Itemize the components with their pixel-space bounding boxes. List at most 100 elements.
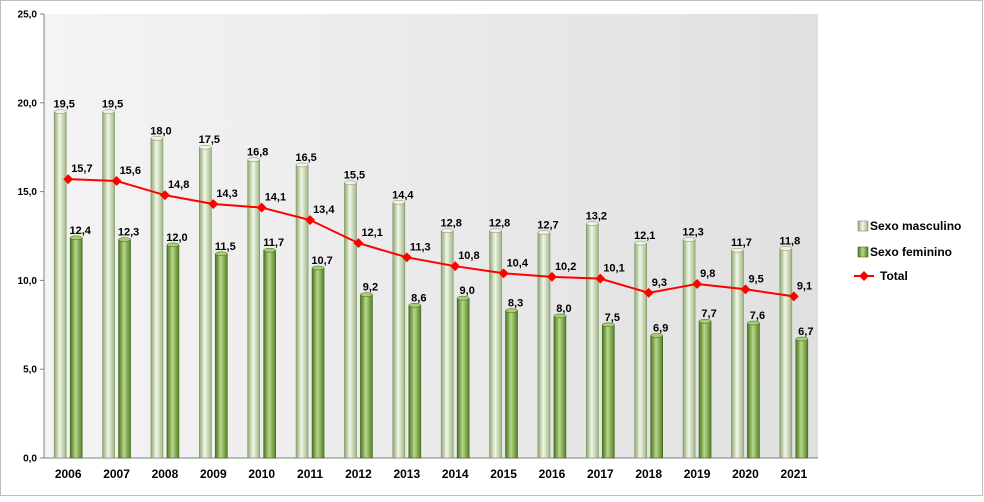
- bar-top-sexo-masculino: [102, 109, 115, 114]
- data-label-sexo-masculino: 12,8: [489, 218, 510, 230]
- point-total: [305, 215, 316, 225]
- data-label-total: 15,7: [71, 163, 92, 175]
- data-label-total: 14,1: [265, 192, 286, 204]
- x-tick-label: 2017: [587, 467, 614, 481]
- bar-top-sexo-masculino: [53, 109, 67, 114]
- y-tick-label: 20,0: [18, 98, 38, 109]
- data-label-total: 13,4: [313, 204, 335, 216]
- bar-sexo-feminino: [650, 335, 663, 459]
- bar-sexo-feminino: [311, 267, 325, 459]
- data-label-sexo-feminino: 8,6: [411, 292, 426, 304]
- data-label-sexo-feminino: 8,0: [556, 303, 571, 315]
- point-total: [643, 287, 654, 298]
- data-label-sexo-masculino: 15,5: [344, 170, 365, 182]
- legend-label-total: Total: [880, 269, 908, 283]
- x-tick-label: 2019: [684, 467, 711, 481]
- data-label-sexo-feminino: 6,9: [653, 322, 668, 334]
- data-label-sexo-feminino: 8,3: [508, 298, 523, 310]
- bar-sexo-masculino: [779, 248, 793, 459]
- bar-sexo-feminino: [118, 239, 131, 459]
- bar-sexo-feminino: [553, 315, 567, 459]
- bar-sexo-feminino: [795, 338, 809, 459]
- bar-top-sexo-feminino: [408, 303, 422, 308]
- data-label-sexo-masculino: 18,0: [150, 125, 171, 137]
- x-tick-label: 2010: [248, 467, 275, 481]
- bar-sexo-feminino: [360, 294, 373, 459]
- bar-top-sexo-feminino: [505, 308, 518, 313]
- point-total: [692, 279, 703, 289]
- data-label-sexo-masculino: 19,5: [102, 99, 123, 111]
- data-label-sexo-feminino: 11,5: [215, 241, 236, 253]
- point-total: [111, 175, 122, 186]
- bar-top-sexo-masculino: [247, 157, 260, 162]
- data-label-sexo-masculino: 14,4: [392, 189, 414, 201]
- bar-top-sexo-masculino: [392, 200, 406, 205]
- x-tick-label: 2007: [103, 467, 130, 481]
- bar-sexo-masculino: [682, 239, 696, 459]
- data-label-sexo-feminino: 12,0: [166, 232, 187, 244]
- bar-top-sexo-feminino: [456, 295, 470, 301]
- point-total: [450, 261, 461, 272]
- bar-sexo-feminino: [263, 249, 276, 459]
- bar-top-sexo-feminino: [360, 292, 373, 297]
- point-total: [740, 284, 751, 295]
- data-label-total: 10,4: [507, 257, 529, 269]
- x-tick-label: 2011: [297, 467, 323, 481]
- x-tick-label: 2021: [780, 467, 807, 481]
- bar-top-sexo-masculino: [440, 228, 454, 233]
- bar-top-sexo-masculino: [779, 246, 793, 251]
- x-tick-label: 2014: [442, 467, 469, 481]
- bar-top-sexo-feminino: [166, 242, 180, 248]
- x-tick-label: 2006: [55, 467, 82, 481]
- point-total: [595, 273, 606, 284]
- bar-top-sexo-feminino: [602, 322, 615, 328]
- x-tick-label: 2009: [200, 467, 227, 481]
- point-total: [546, 271, 557, 282]
- bar-top-sexo-feminino: [263, 247, 276, 253]
- data-label-sexo-feminino: 9,2: [363, 282, 378, 294]
- bar-sexo-masculino: [199, 146, 212, 459]
- data-label-total: 10,8: [458, 250, 479, 262]
- data-label-sexo-masculino: 19,5: [53, 99, 74, 111]
- bar-sexo-feminino: [698, 320, 712, 459]
- y-tick-label: 5,0: [23, 365, 37, 376]
- bar-sexo-masculino: [102, 111, 115, 459]
- data-label-sexo-feminino: 12,4: [69, 225, 91, 237]
- bar-top-sexo-masculino: [150, 136, 164, 141]
- bar-top-sexo-masculino: [586, 221, 599, 226]
- bar-sexo-feminino: [166, 244, 180, 459]
- bar-top-sexo-masculino: [199, 144, 212, 150]
- y-tick-label: 10,0: [18, 276, 38, 287]
- data-label-sexo-feminino: 6,7: [798, 326, 813, 338]
- data-label-total: 10,1: [603, 263, 624, 275]
- point-total: [498, 268, 509, 279]
- point-total: [401, 252, 412, 263]
- bar-top-sexo-feminino: [650, 333, 663, 338]
- bar-top-sexo-masculino: [682, 237, 696, 242]
- bar-top-sexo-feminino: [553, 313, 567, 319]
- bar-sexo-feminino: [505, 310, 518, 459]
- data-label-total: 9,1: [797, 280, 812, 292]
- bar-sexo-masculino: [344, 182, 357, 459]
- data-label-sexo-feminino: 12,3: [118, 227, 139, 239]
- point-total: [159, 190, 170, 201]
- bar-top-sexo-masculino: [537, 230, 551, 235]
- data-label-total: 15,6: [120, 165, 141, 177]
- x-tick-label: 2018: [635, 467, 662, 481]
- bar-sexo-feminino: [408, 304, 422, 459]
- data-label-total: 14,8: [168, 179, 189, 191]
- data-label-total: 9,5: [748, 273, 763, 285]
- data-label-sexo-feminino: 11,7: [263, 237, 284, 249]
- data-label-total: 9,3: [652, 277, 667, 289]
- x-tick-label: 2012: [345, 467, 372, 481]
- bar-top-sexo-feminino: [795, 336, 809, 342]
- bar-sexo-masculino: [295, 164, 309, 459]
- data-label-sexo-masculino: 11,8: [779, 235, 800, 247]
- bar-top-sexo-feminino: [69, 235, 83, 241]
- bar-sexo-masculino: [586, 223, 599, 459]
- data-label-total: 10,2: [555, 261, 576, 273]
- bar-sexo-feminino: [69, 237, 83, 459]
- point-total: [256, 202, 267, 213]
